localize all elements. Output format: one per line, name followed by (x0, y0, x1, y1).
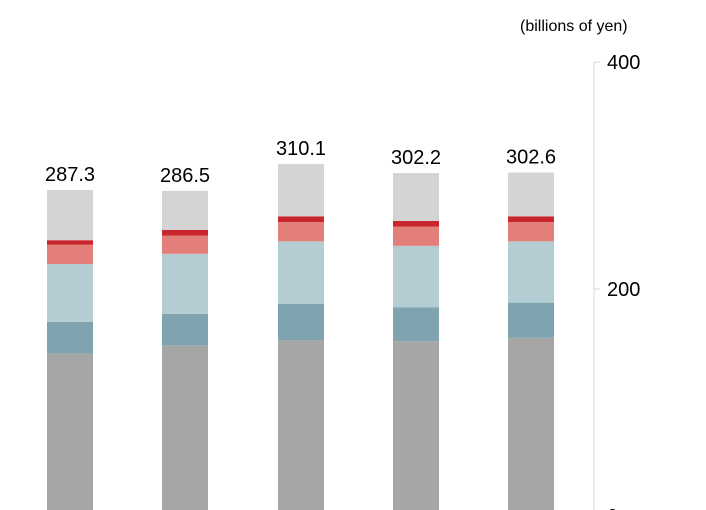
bar-segment-5-4 (508, 222, 554, 242)
bar-segment-5-1 (508, 337, 554, 510)
bar-segment-2-4 (162, 235, 208, 254)
unit-label: (billions of yen) (520, 18, 628, 35)
bar-segment-3-5 (278, 216, 324, 223)
bar-segment-3-3 (278, 241, 324, 304)
total-label-2: 286.5 (160, 165, 210, 187)
bar-segment-3-2 (278, 303, 324, 341)
bar-segment-3-4 (278, 222, 324, 242)
bar-segment-1-2 (47, 321, 93, 354)
bar-segment-3-6 (278, 164, 324, 217)
bar-segment-1-3 (47, 264, 93, 322)
bar-segment-2-6 (162, 190, 208, 230)
bar-segment-4-3 (393, 245, 439, 308)
bar-segment-2-1 (162, 345, 208, 510)
y-axis: 0 200 400 (593, 52, 640, 510)
bar-segment-2-5 (162, 229, 208, 236)
bar-segment-2-2 (162, 313, 208, 346)
bar-segment-4-4 (393, 226, 439, 246)
bar-segment-4-2 (393, 307, 439, 342)
total-label-3: 310.1 (276, 138, 326, 160)
bar-segment-5-2 (508, 302, 554, 338)
bar-segment-5-5 (508, 216, 554, 223)
y-tick-label-400: 400 (607, 52, 640, 74)
y-tick-label-200: 200 (607, 279, 640, 301)
bar-segment-1-1 (47, 353, 93, 510)
bar-segment-3-1 (278, 340, 324, 510)
total-labels-group: 287.3 286.5 310.1 302.2 302.6 (45, 138, 556, 187)
bar-segment-4-6 (393, 173, 439, 221)
bars-group (47, 164, 554, 510)
y-tick-label-0: 0 (607, 506, 618, 510)
bar-segment-4-5 (393, 220, 439, 227)
bar-segment-2-3 (162, 253, 208, 314)
total-label-1: 287.3 (45, 164, 95, 186)
bar-segment-4-1 (393, 341, 439, 510)
total-label-5: 302.6 (506, 147, 556, 169)
bar-segment-1-5 (47, 240, 93, 245)
bar-segment-1-6 (47, 189, 93, 241)
bar-segment-5-3 (508, 241, 554, 303)
total-label-4: 302.2 (391, 147, 441, 169)
bar-segment-1-4 (47, 244, 93, 265)
bar-segment-5-6 (508, 172, 554, 217)
